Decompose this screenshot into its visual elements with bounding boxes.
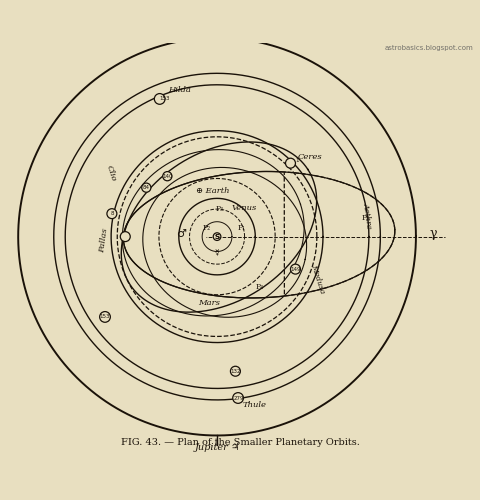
- Text: astrobasics.blogspot.com: astrobasics.blogspot.com: [384, 46, 473, 52]
- Circle shape: [155, 94, 165, 104]
- Text: 84: 84: [143, 185, 150, 190]
- Text: Mars: Mars: [198, 298, 220, 306]
- Text: Hilda: Hilda: [168, 86, 191, 94]
- Circle shape: [120, 232, 130, 241]
- Text: Thule: Thule: [243, 401, 267, 409]
- Text: γ: γ: [429, 227, 437, 240]
- Text: 1: 1: [295, 158, 299, 162]
- Circle shape: [233, 392, 243, 404]
- Text: P₂: P₂: [202, 224, 210, 232]
- Text: ♂: ♂: [176, 228, 186, 238]
- Circle shape: [230, 366, 240, 376]
- Text: Jupiter ♃: Jupiter ♃: [194, 443, 240, 452]
- Text: 132: 132: [230, 368, 240, 374]
- Text: ⊕ Earth: ⊕ Earth: [196, 186, 230, 194]
- Circle shape: [163, 172, 172, 181]
- Circle shape: [142, 183, 151, 192]
- Text: 140: 140: [162, 174, 173, 178]
- Text: P₁: P₁: [238, 224, 246, 232]
- Text: 153: 153: [159, 96, 169, 100]
- Text: 279: 279: [234, 396, 244, 400]
- Text: S: S: [215, 232, 220, 240]
- Text: Venus: Venus: [231, 204, 257, 212]
- Text: Pallas: Pallas: [98, 228, 109, 254]
- Text: 149: 149: [290, 266, 300, 272]
- Text: P₄: P₄: [256, 283, 264, 291]
- Circle shape: [107, 208, 117, 218]
- Text: Aethra: Aethra: [361, 202, 373, 229]
- Text: P₃: P₃: [216, 205, 224, 213]
- Circle shape: [286, 158, 296, 168]
- Text: Clio: Clio: [105, 164, 118, 182]
- Text: S: S: [215, 234, 219, 239]
- Circle shape: [290, 264, 300, 274]
- Text: 153: 153: [100, 314, 110, 320]
- Circle shape: [213, 233, 221, 240]
- Text: P₃: P₃: [361, 214, 370, 222]
- Circle shape: [100, 312, 110, 322]
- Text: ☿: ☿: [215, 248, 219, 257]
- Text: Ceres: Ceres: [298, 154, 323, 162]
- Text: Medusa: Medusa: [309, 263, 326, 294]
- Text: 8: 8: [110, 211, 114, 216]
- Text: FIG. 43. — Plan of the Smaller Planetary Orbits.: FIG. 43. — Plan of the Smaller Planetary…: [120, 438, 360, 447]
